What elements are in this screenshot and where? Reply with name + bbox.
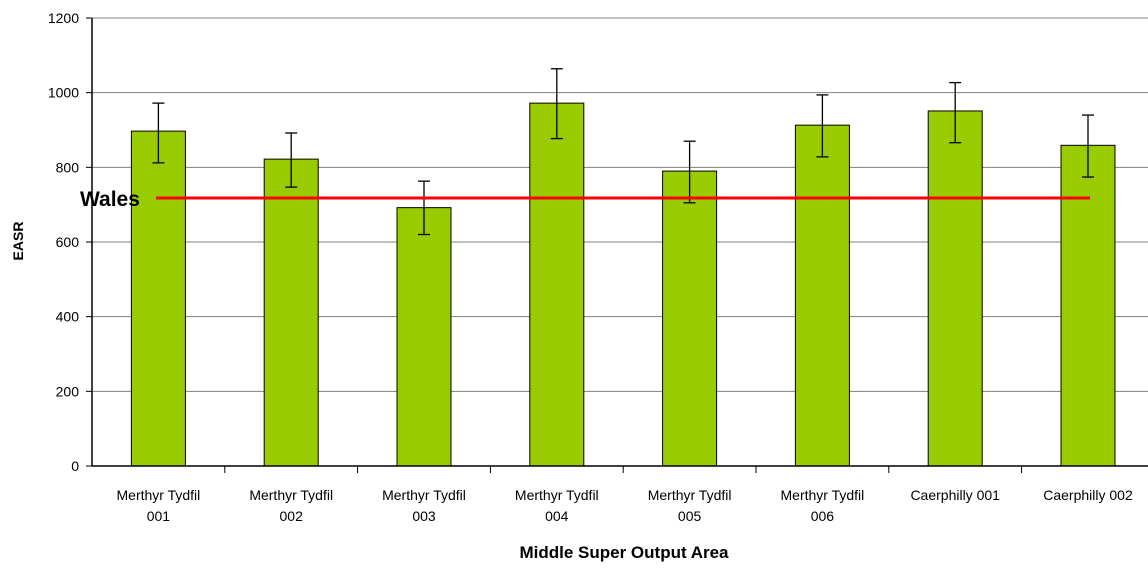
gridlines xyxy=(92,17,1148,392)
error-bar xyxy=(949,81,962,144)
bar xyxy=(794,124,850,467)
bar xyxy=(927,110,983,467)
bar xyxy=(396,207,452,467)
error-bar xyxy=(816,94,829,158)
x-category-label: Merthyr Tydfil 006 xyxy=(781,487,865,524)
x-category-label: Merthyr Tydfil 002 xyxy=(249,487,333,524)
y-tick-label: 0 xyxy=(71,458,79,474)
bar xyxy=(1060,144,1116,467)
y-axis-title: EASR xyxy=(10,222,26,261)
x-category-label: Merthyr Tydfil 001 xyxy=(117,487,201,524)
y-tick-label: 800 xyxy=(56,159,80,175)
error-bar xyxy=(418,180,430,236)
y-tick-label: 200 xyxy=(56,383,80,399)
x-category-label: Caerphilly 002 xyxy=(1043,487,1133,503)
x-category-label: Caerphilly 001 xyxy=(910,487,1000,503)
error-bar xyxy=(550,68,563,140)
y-tick-label: 400 xyxy=(56,309,80,325)
reference-line-label: Wales xyxy=(80,188,140,211)
error-bar xyxy=(683,140,696,204)
bar xyxy=(662,170,718,467)
error-bar xyxy=(1082,114,1094,178)
bar xyxy=(263,158,319,467)
y-tick-label: 600 xyxy=(56,234,80,250)
bars xyxy=(130,102,1116,467)
x-axis-title: Middle Super Output Area xyxy=(519,543,729,562)
x-category-label: Merthyr Tydfil 003 xyxy=(382,487,466,524)
x-category-label: Merthyr Tydfil 005 xyxy=(648,487,732,524)
bar xyxy=(130,130,186,467)
y-tick-label: 1000 xyxy=(48,85,79,101)
bar xyxy=(529,102,585,467)
reference-line-group: Wales xyxy=(80,188,1090,211)
error-bars xyxy=(152,68,1094,236)
error-bar xyxy=(152,102,165,164)
axes xyxy=(86,17,1148,473)
x-category-label: Merthyr Tydfil 004 xyxy=(515,487,599,524)
axis-labels: 0 200 400 600 800 1000 1200 Merthyr Tydfil 001 Me… xyxy=(48,10,1133,524)
error-bar xyxy=(285,132,298,188)
y-tick-label: 1200 xyxy=(48,10,79,26)
